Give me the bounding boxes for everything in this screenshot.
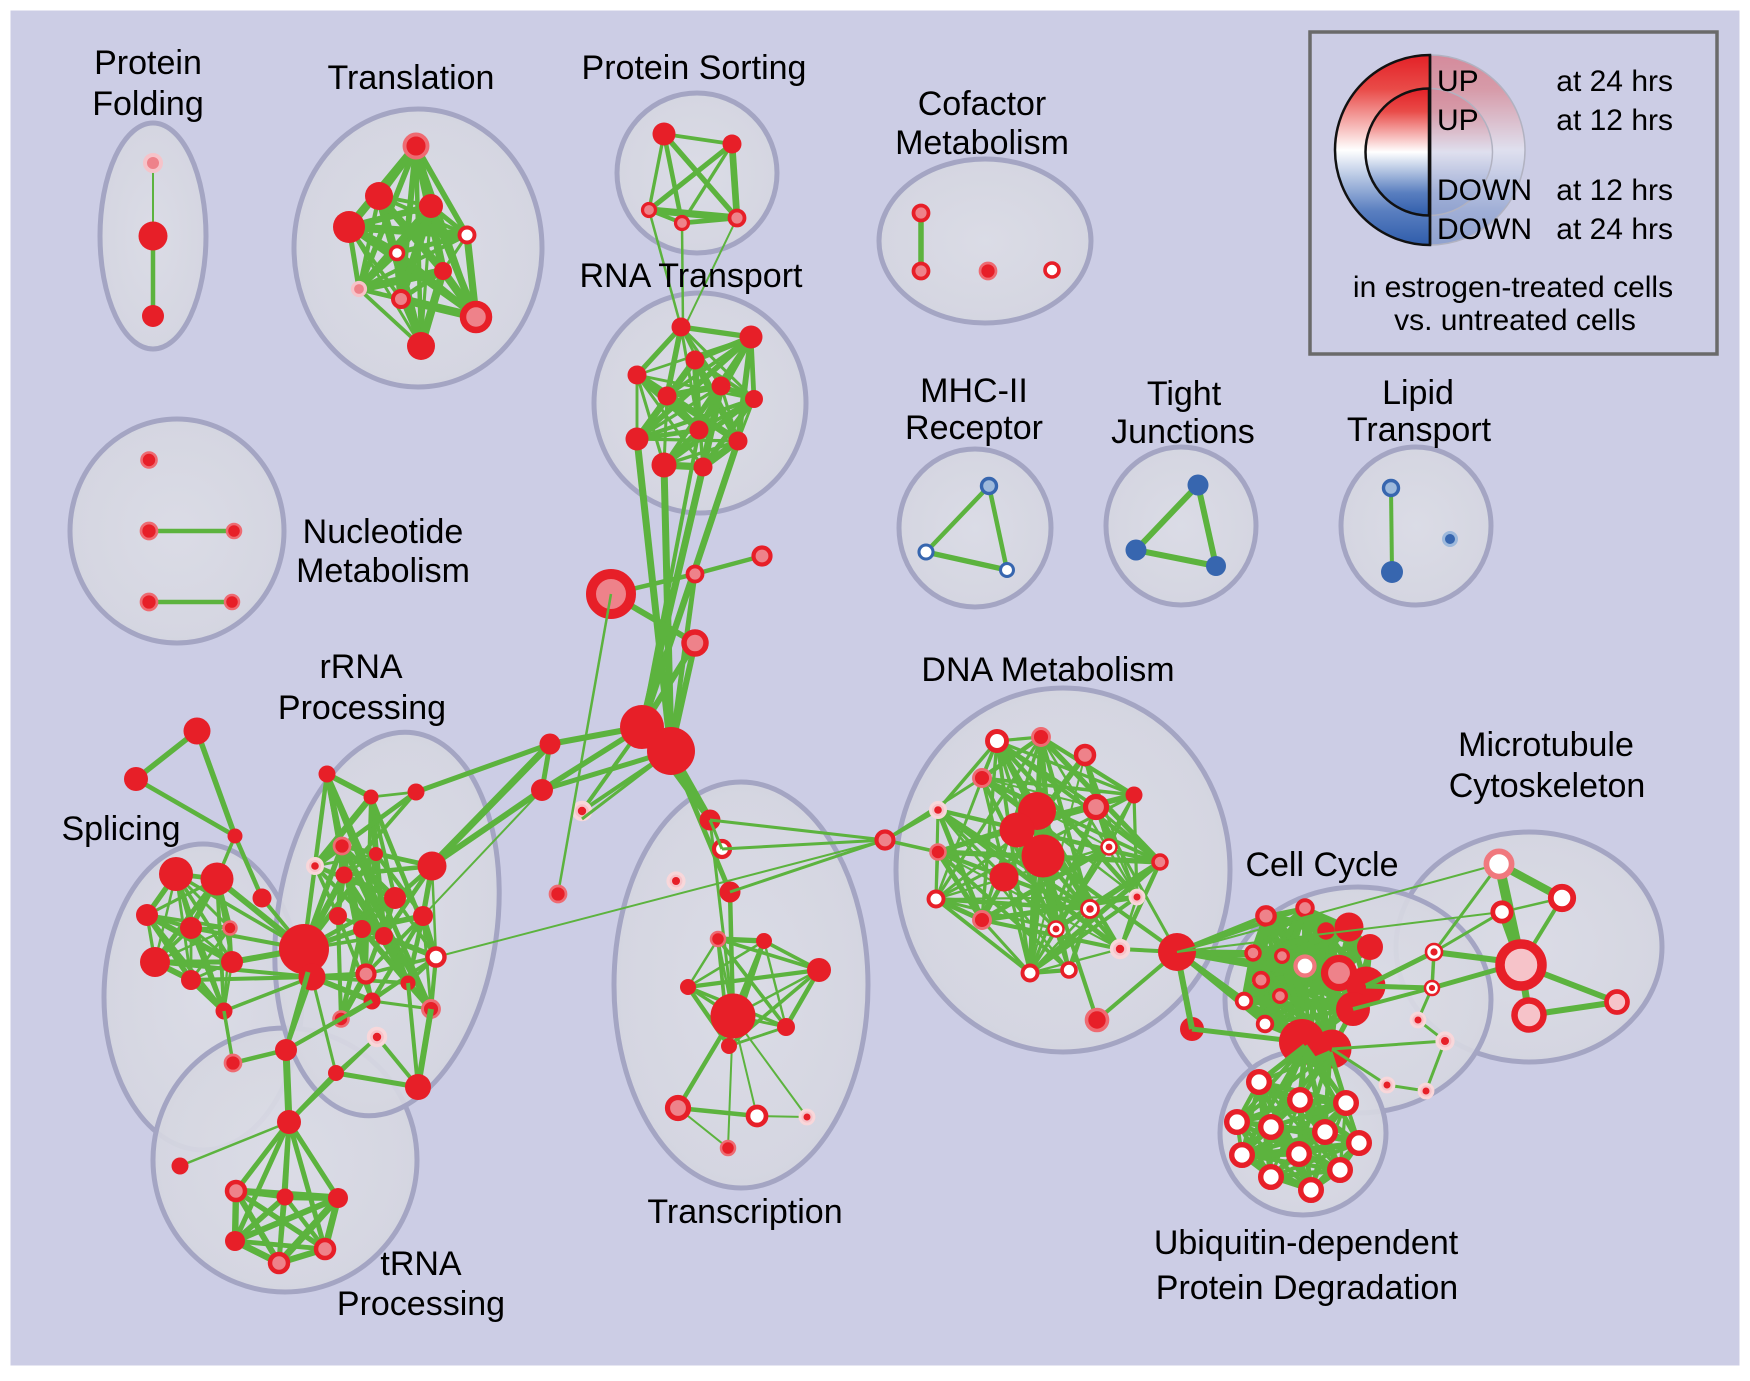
svg-text:Junctions: Junctions bbox=[1111, 413, 1255, 451]
svg-text:DNA Metabolism: DNA Metabolism bbox=[921, 651, 1174, 689]
svg-text:at 24 hrs: at 24 hrs bbox=[1556, 65, 1673, 98]
svg-text:Folding: Folding bbox=[92, 85, 204, 123]
svg-text:Metabolism: Metabolism bbox=[895, 124, 1069, 162]
svg-text:Lipid: Lipid bbox=[1382, 374, 1454, 412]
svg-text:Protein Sorting: Protein Sorting bbox=[582, 49, 807, 87]
svg-text:Tight: Tight bbox=[1147, 375, 1222, 413]
svg-text:at 24 hrs: at 24 hrs bbox=[1556, 213, 1673, 246]
svg-text:DOWN: DOWN bbox=[1437, 213, 1532, 246]
svg-text:DOWN: DOWN bbox=[1437, 174, 1532, 207]
svg-text:Protein: Protein bbox=[94, 44, 202, 82]
svg-text:tRNA: tRNA bbox=[380, 1245, 462, 1283]
svg-text:Cell Cycle: Cell Cycle bbox=[1245, 846, 1398, 884]
svg-text:Translation: Translation bbox=[328, 59, 495, 97]
svg-text:Receptor: Receptor bbox=[905, 409, 1043, 447]
svg-text:UP: UP bbox=[1437, 104, 1479, 137]
svg-text:Ubiquitin-dependent: Ubiquitin-dependent bbox=[1154, 1224, 1459, 1262]
svg-text:Nucleotide: Nucleotide bbox=[303, 513, 464, 551]
svg-text:Processing: Processing bbox=[337, 1285, 505, 1323]
svg-text:Transport: Transport bbox=[1347, 411, 1492, 449]
svg-text:Metabolism: Metabolism bbox=[296, 552, 470, 590]
svg-text:RNA Transport: RNA Transport bbox=[580, 257, 804, 295]
svg-text:at 12 hrs: at 12 hrs bbox=[1556, 104, 1673, 137]
svg-text:vs. untreated cells: vs. untreated cells bbox=[1394, 304, 1636, 337]
svg-text:in estrogen-treated cells: in estrogen-treated cells bbox=[1353, 271, 1673, 304]
svg-text:at 12 hrs: at 12 hrs bbox=[1556, 174, 1673, 207]
svg-text:Processing: Processing bbox=[278, 689, 446, 727]
svg-text:Cofactor: Cofactor bbox=[918, 85, 1047, 123]
svg-text:Transcription: Transcription bbox=[647, 1193, 842, 1231]
svg-text:Microtubule: Microtubule bbox=[1458, 726, 1634, 764]
svg-text:Protein Degradation: Protein Degradation bbox=[1156, 1269, 1458, 1307]
svg-text:UP: UP bbox=[1437, 65, 1479, 98]
svg-text:Splicing: Splicing bbox=[61, 810, 180, 848]
svg-text:rRNA: rRNA bbox=[319, 648, 402, 686]
svg-text:MHC-II: MHC-II bbox=[920, 372, 1028, 410]
svg-text:Cytoskeleton: Cytoskeleton bbox=[1449, 767, 1646, 805]
